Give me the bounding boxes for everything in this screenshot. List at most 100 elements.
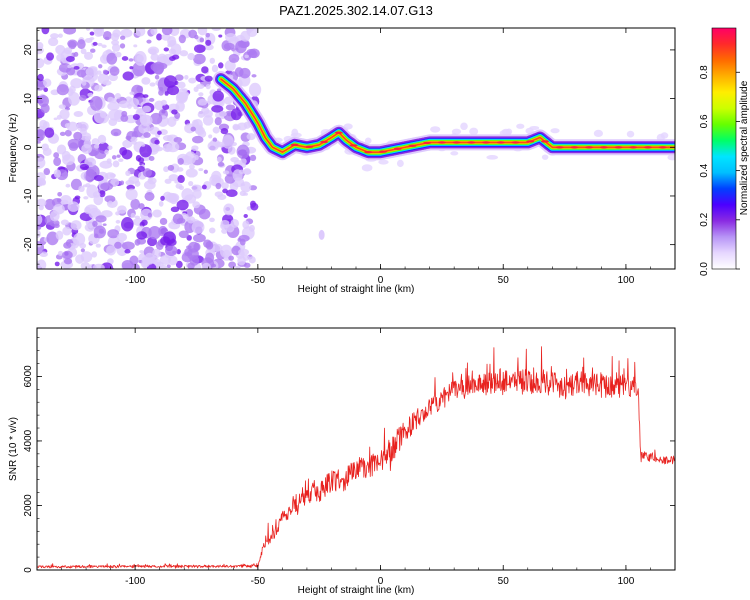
spectrogram-noise-blob <box>164 147 171 152</box>
spectrogram-noise-blob <box>203 239 212 248</box>
spectrogram-noise-blob <box>142 105 152 113</box>
spectrogram-noise-blob <box>163 231 176 245</box>
spectrogram-noise-blob <box>161 33 171 41</box>
spectrogram-noise-blob <box>92 220 98 228</box>
spectrogram-noise-blob <box>109 66 120 76</box>
spectrogram-noise-blob <box>188 77 197 84</box>
spectrogram-noise-blob <box>144 191 155 201</box>
spectrogram-noise-blob <box>44 198 56 211</box>
spectrogram-noise-blob <box>192 135 204 144</box>
spectrogram-ytick-label: 0 <box>23 144 34 150</box>
spectrogram-noise-blob <box>63 47 73 54</box>
spectrogram-noise-blob <box>240 181 252 193</box>
spectrogram-ridge-peak <box>467 141 476 144</box>
spectrogram-noise-blob <box>79 94 87 101</box>
spectrogram-noise-blob <box>192 233 206 243</box>
spectrogram-noise-blob <box>53 169 61 178</box>
spectrogram-noise-blob <box>57 198 62 203</box>
spectrogram-noise-blob <box>114 241 122 249</box>
spectrogram-noise-blob <box>96 70 102 75</box>
spectrogram-noise-blob <box>230 218 240 228</box>
spectrogram-noise-blob <box>193 86 199 93</box>
spectrogram-noise-blob <box>117 205 127 214</box>
spectrogram-noise-blob <box>171 54 180 60</box>
spectrogram-noise-blob <box>224 60 236 72</box>
spectrogram-noise-blob <box>157 130 162 135</box>
spectrogram-noise-blob <box>112 160 120 168</box>
spectrogram-noise-blob <box>119 180 125 186</box>
spectrogram-ridge-peak <box>482 141 491 144</box>
spectrogram-noise-blob <box>249 154 257 161</box>
spectrogram-ridge <box>213 71 675 161</box>
spectrogram-noise-blob <box>201 184 207 190</box>
spectrogram-noise-blob <box>99 160 113 169</box>
spectrogram-noise-blob <box>37 264 42 269</box>
spectrogram-ytick-label: -20 <box>23 237 34 252</box>
spectrogram-noise-blob <box>198 168 204 172</box>
spectrogram-noise-blob <box>130 212 136 218</box>
spectrogram-noise-blob <box>129 136 138 142</box>
spectrogram-noise-blob <box>135 154 142 162</box>
spectrogram-noise-blob <box>37 57 45 69</box>
spectrogram-noise-blob <box>234 67 244 77</box>
spectrogram-noise-blob <box>62 154 75 166</box>
spectrogram-noise-blob <box>460 122 468 131</box>
spectrogram-noise-blob <box>142 94 149 98</box>
snr-panel: -100 -50 0 50 100 0 2000 4000 6000 Height of str… <box>8 327 676 596</box>
spectrogram-noise-blob <box>106 52 118 65</box>
spectrogram-noise-blob <box>68 142 79 152</box>
spectrogram-noise-blob <box>240 30 251 42</box>
spectrogram-noise-blob <box>93 144 100 149</box>
spectrogram-noise-blob <box>137 165 145 173</box>
spectrogram-noise-blob <box>102 223 107 226</box>
spectrogram-noise-blob <box>114 92 121 100</box>
spectrogram-noise-blob <box>108 109 122 121</box>
snr-frame <box>36 327 676 571</box>
snr-ytick-label: 0 <box>23 567 34 573</box>
spectrogram-noise-blob <box>163 75 177 88</box>
spectrogram-noise-blob <box>168 174 179 182</box>
spectrogram-noise-blob <box>58 33 63 38</box>
spectrogram-noise-blob <box>37 134 44 141</box>
colorbar-tick-label: 0.6 <box>699 114 710 128</box>
spectrogram-noise-blob <box>212 137 218 143</box>
spectrogram-noise-blob <box>209 57 216 64</box>
spectrogram-noise-blob <box>150 53 159 61</box>
spectrogram-xlabel: Height of straight line (km) <box>298 284 415 295</box>
spectrogram-noise-blob <box>56 84 69 96</box>
snr-line <box>37 346 675 569</box>
spectrogram-noise-blob <box>134 28 146 37</box>
spectrogram-noise-blob <box>193 44 206 54</box>
snr-ytick-label: 6000 <box>23 365 34 388</box>
spectrogram-noise-blob <box>131 140 137 145</box>
spectrogram-noise-blob <box>222 249 231 258</box>
spectrogram-noise-blob <box>116 154 121 158</box>
snr-xtick-label: -100 <box>125 576 145 587</box>
spectrogram-noise-blob <box>78 185 85 193</box>
spectrogram-noise-blob <box>209 217 215 223</box>
spectrogram-noise-blob <box>42 78 52 87</box>
spectrogram-noise-blob <box>129 66 134 70</box>
spectrogram-noise-blob <box>221 228 228 234</box>
spectrogram-ridge-peak <box>599 146 608 149</box>
spectrogram-noise-blob <box>66 121 79 132</box>
spectrogram-noise-blob <box>203 169 208 174</box>
spectrogram-noise-blob <box>243 168 252 175</box>
spectrogram-noise-blob <box>248 82 262 97</box>
spectrogram-noise-blob <box>97 42 103 47</box>
colorbar-frame <box>711 27 737 270</box>
spectrogram-noise-blob <box>142 168 152 178</box>
spectrogram-noise-blob <box>378 159 389 165</box>
spectrogram-noise-blob <box>193 53 206 65</box>
spectrogram-noise-blob <box>70 220 82 231</box>
spectrogram-noise-blob <box>204 44 214 51</box>
spectrogram-noise-blob <box>53 152 60 159</box>
spectrogram-noise-blob <box>115 211 120 216</box>
spectrogram-noise-blob <box>170 206 180 213</box>
snr-ytick-label: 2000 <box>23 494 34 517</box>
spectrogram-noise-blob <box>46 52 55 61</box>
spectrogram-noise-blob <box>119 43 126 49</box>
spectrogram-noise-blob <box>50 33 59 39</box>
spectrogram-noise-blob <box>124 249 131 254</box>
figure-title: PAZ1.2025.302.14.07.G13 <box>279 3 433 18</box>
